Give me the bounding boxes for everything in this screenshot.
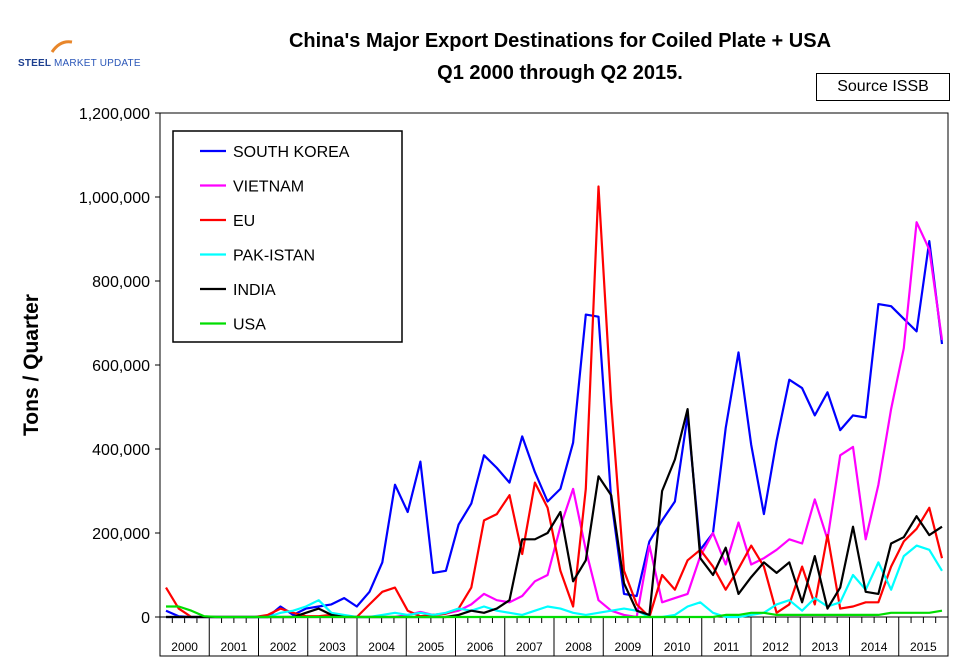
y-tick-label: 1,200,000	[79, 106, 150, 123]
legend	[172, 130, 403, 343]
y-tick-label: 400,000	[92, 442, 150, 459]
x-tick-label: 2007	[516, 640, 543, 654]
series-line-india	[166, 408, 943, 619]
x-tick-label: 2009	[615, 640, 642, 654]
y-tick-label: 600,000	[92, 358, 150, 375]
x-tick-label: 2008	[565, 640, 592, 654]
x-tick-label: 2006	[467, 640, 494, 654]
legend-label: EU	[233, 213, 255, 230]
series-line-eu	[165, 185, 944, 619]
legend-label: SOUTH KOREA	[233, 144, 350, 161]
x-tick-label: 2010	[664, 640, 691, 654]
y-tick-label: 800,000	[92, 274, 150, 291]
legend-label: PAK-ISTAN	[233, 248, 315, 265]
x-tick-label: 2003	[319, 640, 346, 654]
chart-title-line2: Q1 2000 through Q2 2015.	[437, 62, 683, 84]
y-axis-label: Tons / Quarter	[20, 294, 43, 436]
y-tick-label: 200,000	[92, 526, 150, 543]
logo: STEEL MARKET UPDATE	[18, 58, 141, 69]
x-tick-label: 2001	[221, 640, 248, 654]
legend-label: VIETNAM	[233, 179, 304, 196]
logo-text-strong: STEEL	[18, 58, 52, 69]
legend-label: USA	[233, 317, 266, 334]
x-tick-label: 2012	[762, 640, 789, 654]
y-tick-label: 0	[141, 610, 150, 627]
x-tick-label: 2004	[368, 640, 395, 654]
series-line-usa	[166, 605, 943, 619]
logo-swoosh-icon	[50, 40, 73, 53]
chart-title-line1: China's Major Export Destinations for Co…	[288, 30, 832, 52]
x-tick-label: 2000	[171, 640, 198, 654]
x-tick-label: 2013	[812, 640, 839, 654]
x-tick-label: 2005	[418, 640, 445, 654]
x-tick-label: 2011	[713, 640, 739, 654]
x-tick-label: 2002	[270, 640, 297, 654]
series-line-pak-istan	[166, 544, 943, 619]
y-tick-label: 1,000,000	[79, 190, 150, 207]
legend-label: INDIA	[233, 282, 276, 299]
x-tick-label: 2015	[910, 640, 937, 654]
x-tick-label: 2014	[861, 640, 888, 654]
logo-text-light: MARKET UPDATE	[54, 58, 141, 69]
source-label: Source ISSB	[816, 73, 950, 101]
